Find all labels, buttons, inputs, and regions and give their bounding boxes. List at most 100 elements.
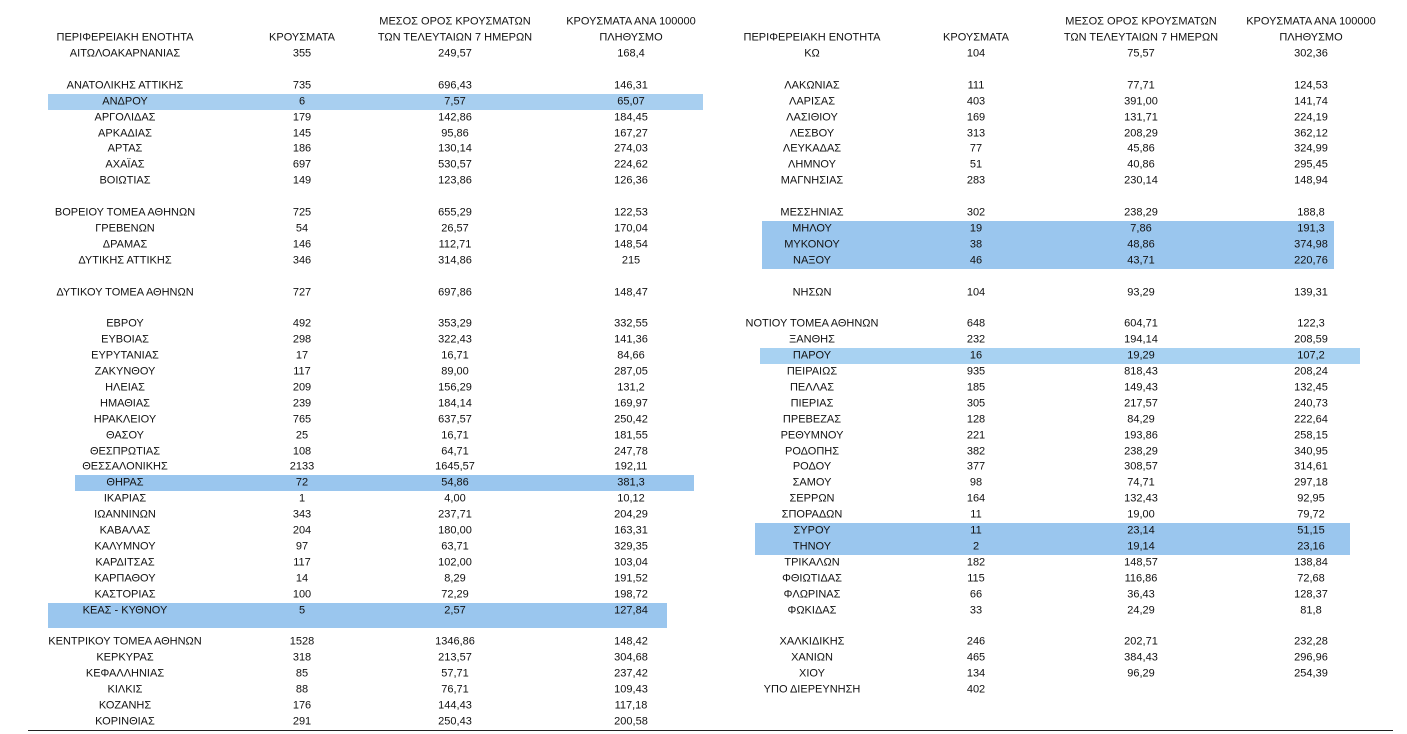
highlight-band bbox=[755, 523, 1350, 555]
cell-value: 382 bbox=[966, 445, 986, 457]
region-name: ΑΝΑΤΟΛΙΚΗΣ ΑΤΤΙΚΗΣ bbox=[66, 79, 184, 92]
cell-value: 185 bbox=[966, 381, 986, 394]
cell-value: 131,71 bbox=[1124, 111, 1158, 124]
column-header: ΚΡΟΥΣΜΑΤΑ ΑΝΑ 100000 bbox=[566, 15, 696, 28]
cell-value: 33 bbox=[969, 604, 983, 616]
cell-value: 239 bbox=[292, 397, 312, 410]
cell-value: 208,24 bbox=[1294, 365, 1328, 378]
cell-value: 237,42 bbox=[614, 667, 648, 680]
cell-value: 17 bbox=[295, 349, 309, 362]
cell-value: 353,29 bbox=[438, 317, 472, 330]
cell-value: 97 bbox=[295, 540, 309, 553]
cell-value: 2,57 bbox=[444, 604, 466, 616]
cell-value: 308,57 bbox=[1124, 460, 1158, 473]
cell-value: 1 bbox=[298, 492, 306, 505]
cell-value: 381,3 bbox=[617, 476, 645, 489]
cell-value: 169 bbox=[966, 111, 986, 124]
region-name: ΔΥΤΙΚΗΣ ΑΤΤΙΚΗΣ bbox=[78, 254, 172, 267]
cell-value: 109,43 bbox=[614, 683, 648, 696]
cell-value: 122,3 bbox=[1297, 317, 1325, 330]
cell-value: 23,16 bbox=[1297, 540, 1325, 553]
cell-value: 77,71 bbox=[1127, 79, 1155, 92]
region-name: ΗΡΑΚΛΕΙΟΥ bbox=[93, 413, 157, 426]
cell-value: 215 bbox=[621, 254, 641, 267]
region-name: ΞΑΝΘΗΣ bbox=[789, 333, 835, 346]
cell-value: 230,14 bbox=[1124, 174, 1158, 187]
region-name: ΒΟΙΩΤΙΑΣ bbox=[99, 174, 151, 187]
cell-value: 402 bbox=[966, 683, 986, 696]
cell-value: 72,68 bbox=[1297, 572, 1325, 585]
cell-value: 250,42 bbox=[614, 413, 648, 426]
cell-value: 156,29 bbox=[438, 381, 472, 394]
cell-value: 115 bbox=[967, 572, 985, 585]
cell-value: 283 bbox=[966, 174, 986, 187]
cell-value: 735 bbox=[292, 79, 312, 92]
cell-value: 95,86 bbox=[441, 127, 469, 139]
cell-value: 240,73 bbox=[1294, 397, 1328, 410]
cell-value: 182 bbox=[966, 556, 986, 569]
region-name: ΠΕΙΡΑΙΩΣ bbox=[786, 365, 838, 378]
cell-value: 186 bbox=[292, 142, 312, 155]
region-name: ΛΕΥΚΑΔΑΣ bbox=[782, 142, 842, 155]
region-name: ΚΕΑΣ - ΚΥΘΝΟΥ bbox=[82, 604, 168, 616]
region-name: ΙΚΑΡΙΑΣ bbox=[103, 492, 147, 505]
cell-value: 209 bbox=[292, 381, 312, 394]
cell-value: 247,78 bbox=[614, 445, 648, 457]
region-name: ΗΛΕΙΑΣ bbox=[105, 381, 145, 394]
cell-value: 191,3 bbox=[1297, 222, 1325, 235]
cell-value: 16,71 bbox=[441, 429, 469, 442]
region-name: ΧΑΛΚΙΔΙΚΗΣ bbox=[779, 635, 845, 648]
cell-value: 64,71 bbox=[441, 445, 469, 457]
region-name: ΘΕΣΣΑΛΟΝΙΚΗΣ bbox=[82, 460, 168, 473]
cell-value: 38 bbox=[969, 238, 983, 251]
cell-value: 696,43 bbox=[438, 79, 472, 92]
region-name: ΚΑΛΥΜΝΟΥ bbox=[94, 540, 156, 553]
region-name: ΠΡΕΒΕΖΑΣ bbox=[782, 413, 842, 426]
cell-value: 84,66 bbox=[617, 349, 645, 362]
cell-value: 48,86 bbox=[1127, 238, 1155, 251]
cell-value: 79,72 bbox=[1297, 508, 1325, 521]
cell-value: 184,14 bbox=[438, 397, 472, 410]
region-name: ΛΑΣΙΘΙΟΥ bbox=[786, 111, 838, 124]
cell-value: 254,39 bbox=[1294, 667, 1328, 680]
region-name: ΖΑΚΥΝΘΟΥ bbox=[94, 365, 156, 378]
cell-value: 167,27 bbox=[614, 127, 648, 139]
cell-value: 403 bbox=[966, 95, 986, 108]
region-name: ΛΑΡΙΣΑΣ bbox=[788, 95, 836, 108]
cell-value: 10,12 bbox=[617, 492, 645, 505]
cell-value: 148,54 bbox=[614, 238, 648, 251]
cell-value: 246 bbox=[966, 635, 986, 648]
cell-value: 127,84 bbox=[614, 604, 648, 616]
cell-value: 194,14 bbox=[1124, 333, 1158, 346]
cell-value: 217,57 bbox=[1124, 397, 1158, 410]
cell-value: 146 bbox=[292, 238, 312, 251]
cell-value: 287,05 bbox=[614, 365, 648, 378]
cell-value: 1528 bbox=[289, 635, 315, 648]
cell-value: 391,00 bbox=[1124, 95, 1158, 108]
cell-value: 46 bbox=[969, 254, 983, 267]
cell-value: 179 bbox=[292, 111, 312, 124]
region-name: ΚΕΝΤΡΙΚΟΥ ΤΟΜΕΑ ΑΘΗΝΩΝ bbox=[48, 635, 202, 648]
cell-value: 149,43 bbox=[1124, 381, 1158, 394]
cell-value: 149 bbox=[292, 174, 312, 187]
cell-value: 221 bbox=[966, 429, 986, 442]
region-name: ΜΗΛΟΥ bbox=[792, 222, 832, 235]
region-name: ΚΑΒΑΛΑΣ bbox=[99, 524, 151, 537]
cell-value: 224,62 bbox=[614, 158, 648, 171]
cell-value: 74,71 bbox=[1127, 476, 1155, 489]
cell-value: 19,29 bbox=[1127, 349, 1155, 362]
region-name: ΕΥΡΥΤΑΝΙΑΣ bbox=[91, 349, 159, 362]
cell-value: 132,45 bbox=[1294, 381, 1328, 394]
cell-value: 222,64 bbox=[1294, 413, 1328, 426]
cell-value: 164 bbox=[966, 492, 986, 505]
cell-value: 19 bbox=[969, 222, 983, 235]
cell-value: 302,36 bbox=[1294, 47, 1328, 60]
cell-value: 249,57 bbox=[438, 47, 472, 60]
cell-value: 11 bbox=[970, 524, 982, 537]
column-header: ΤΩΝ ΤΕΛΕΥΤΑΙΩΝ 7 ΗΜΕΡΩΝ bbox=[1063, 31, 1219, 44]
cell-value: 72 bbox=[295, 476, 309, 489]
region-name: ΣΕΡΡΩΝ bbox=[789, 492, 835, 505]
cell-value: 77 bbox=[969, 142, 983, 155]
cell-value: 727 bbox=[292, 286, 312, 298]
cell-value: 134 bbox=[966, 667, 986, 680]
